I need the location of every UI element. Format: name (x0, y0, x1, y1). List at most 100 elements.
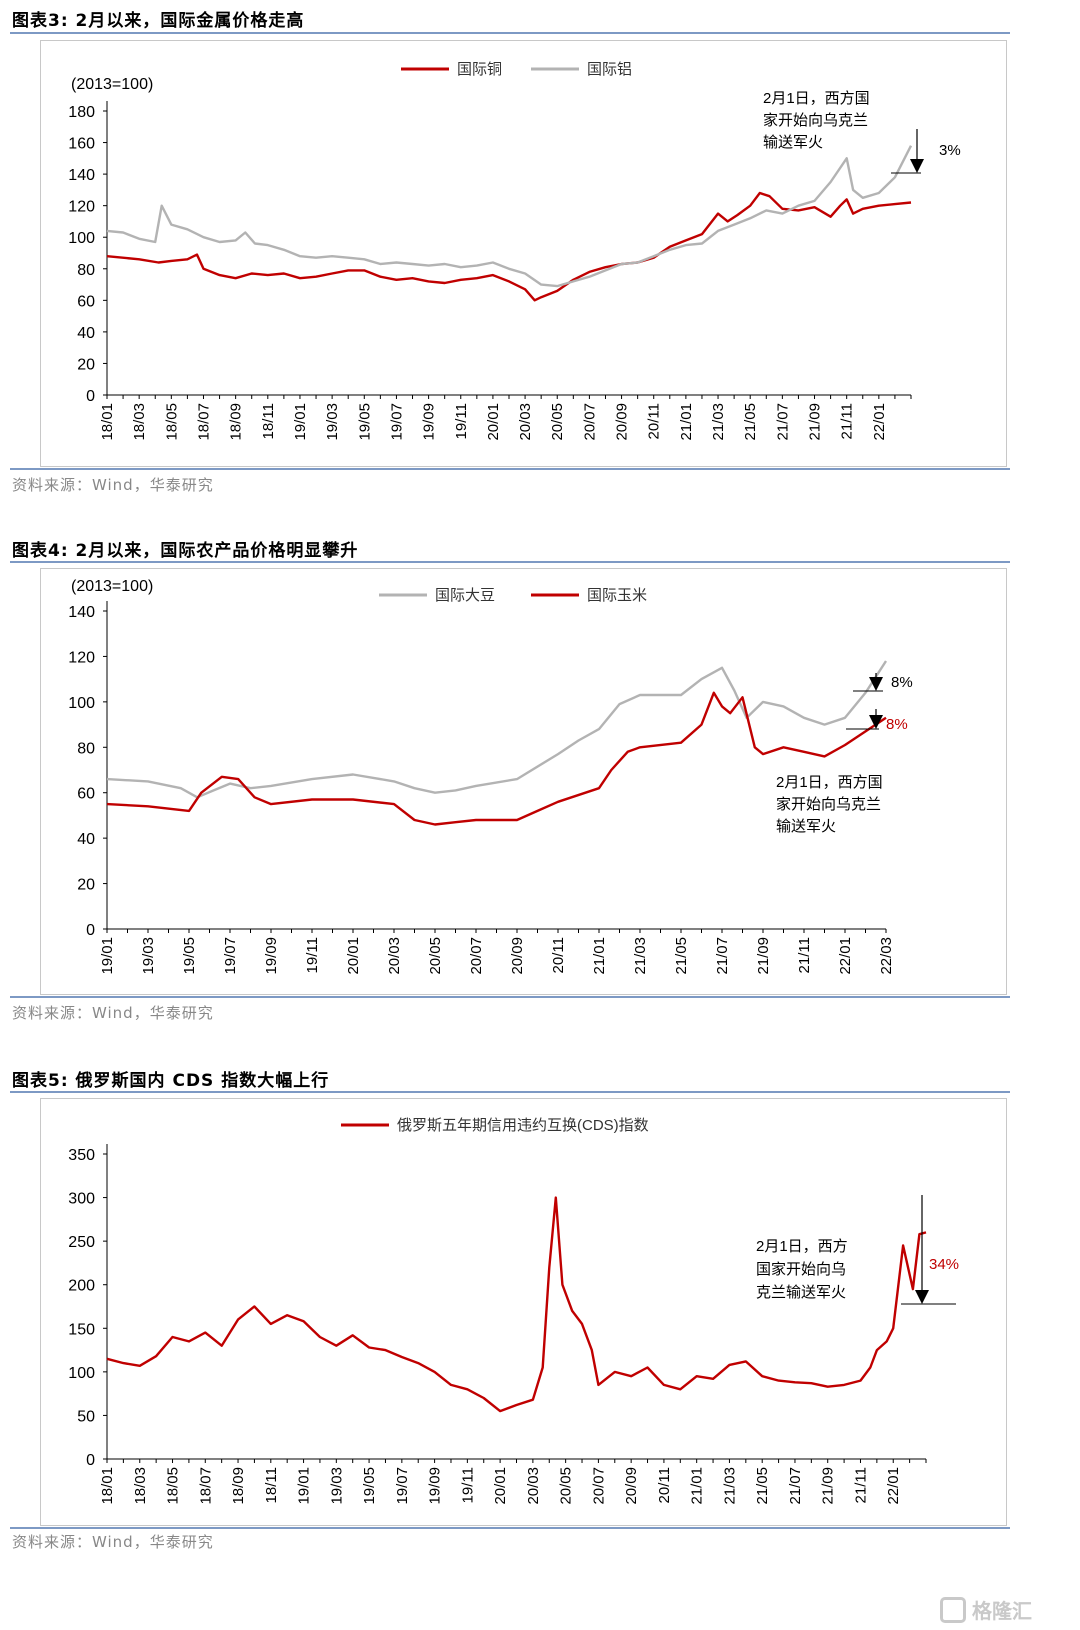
series-line (106, 191, 912, 302)
y-tick-label: 20 (77, 877, 95, 894)
x-tick-label: 20/09 (623, 1467, 640, 1505)
y-tick-label: 140 (68, 167, 95, 184)
y-tick-label: 0 (86, 1452, 95, 1469)
annotation-text: 输送军火 (763, 134, 823, 151)
x-tick-label: 21/01 (591, 937, 608, 975)
x-tick-label: 21/09 (755, 937, 772, 975)
x-tick-label: 22/01 (871, 403, 888, 441)
x-tick-label: 19/01 (292, 403, 309, 441)
x-tick-label: 19/03 (140, 937, 157, 975)
y-tick-label: 350 (68, 1147, 95, 1164)
title-rule (10, 561, 1010, 563)
y-tick-label: 60 (77, 786, 95, 803)
y-tick-label: 50 (77, 1408, 95, 1425)
x-tick-label: 21/07 (787, 1467, 804, 1505)
y-tick-label: 100 (68, 1365, 95, 1382)
y-tick-label: 100 (68, 695, 95, 712)
annotation-text: 2月1日，西方国 (763, 90, 870, 107)
y-tick-label: 200 (68, 1278, 95, 1295)
y-tick-label: 40 (77, 325, 95, 342)
x-tick-label: 21/01 (689, 1467, 706, 1505)
x-tick-label: 21/05 (742, 403, 759, 441)
x-tick-label: 19/09 (427, 1467, 444, 1505)
x-tick-label: 20/03 (525, 1467, 542, 1505)
x-tick-label: 18/03 (132, 1467, 149, 1505)
x-tick-label: 20/05 (549, 403, 566, 441)
x-tick-label: 22/01 (885, 1467, 902, 1505)
x-tick-label: 20/07 (590, 1467, 607, 1505)
y-tick-label: 140 (68, 604, 95, 621)
x-tick-label: 18/01 (99, 1467, 116, 1505)
series-line (106, 691, 887, 826)
x-tick-label: 21/01 (678, 403, 695, 441)
y-tick-label: 150 (68, 1321, 95, 1338)
x-tick-label: 20/03 (517, 403, 534, 441)
y-tick-label: 120 (68, 649, 95, 666)
y-tick-label: 0 (86, 922, 95, 939)
x-tick-label: 18/05 (163, 403, 180, 441)
x-tick-label: 22/03 (878, 937, 895, 975)
chart-frame: 0 50 100 150 200 250 300 350 18/01 18/03 18/05 18/0… (40, 1098, 1007, 1526)
x-tick-label: 21/03 (721, 1467, 738, 1505)
figure-3-title: 图表3: 2月以来，国际金属价格走高 (12, 11, 305, 31)
x-tick-label: 19/03 (328, 1467, 345, 1505)
x-tick-label: 19/09 (421, 403, 438, 441)
y-tick-label: 120 (68, 199, 95, 216)
annotation-text: 克兰输送军火 (756, 1284, 846, 1301)
x-tick-label: 19/07 (388, 403, 405, 441)
unit-label: (2013=100) (71, 76, 153, 93)
x-tick-label: 19/03 (324, 403, 341, 441)
x-tick-label: 18/01 (99, 403, 116, 441)
x-tick-label: 21/09 (807, 403, 824, 441)
x-tick-label: 19/11 (304, 937, 321, 973)
x-tick-label: 21/03 (632, 937, 649, 975)
legend-label: 国际玉米 (587, 587, 647, 604)
arrow-head-icon (910, 159, 924, 173)
figure-5-source: 资料来源：Wind，华泰研究 (12, 1533, 214, 1551)
x-tick-label: 20/09 (614, 403, 631, 441)
figure-4-title: 图表4: 2月以来，国际农产品价格明显攀升 (12, 541, 359, 561)
series-line (106, 660, 888, 799)
annotation-text: 家开始向乌克兰 (776, 796, 881, 813)
x-tick-label: 18/09 (230, 1467, 247, 1505)
x-tick-label: 20/07 (468, 937, 485, 975)
legend-label: 国际大豆 (435, 587, 495, 604)
figure-3-source: 资料来源：Wind，华泰研究 (12, 476, 214, 494)
annotation-text: 国家开始向乌 (756, 1261, 846, 1278)
annotation-text: 2月1日，西方国 (776, 774, 883, 791)
agri-price-chart: 0 20 40 60 80 100 120 140 19/01 19/03 19/05 19/07 19… (68, 578, 912, 975)
title-rule (10, 32, 1010, 34)
x-tick-label: 21/11 (839, 403, 856, 439)
watermark: 格隆汇 (940, 1595, 1032, 1624)
unit-label: (2013=100) (71, 578, 153, 595)
legend-label: 国际铝 (587, 61, 632, 78)
x-tick-label: 19/09 (263, 937, 280, 975)
x-tick-label: 19/01 (296, 1467, 313, 1505)
y-tick-label: 180 (68, 104, 95, 121)
chart-frame: 0 20 40 60 80 100 120 140 160 180 18/01 18/03 18/05 1… (40, 40, 1007, 467)
x-tick-label: 19/11 (459, 1467, 476, 1503)
annotation-text: 家开始向乌克兰 (763, 112, 868, 129)
x-tick-label: 18/03 (131, 403, 148, 441)
x-tick-label: 20/01 (485, 403, 502, 441)
x-tick-label: 21/05 (673, 937, 690, 975)
arrow-head-icon (869, 715, 883, 729)
y-tick-label: 60 (77, 293, 95, 310)
x-tick-label: 19/07 (222, 937, 239, 975)
x-tick-label: 20/05 (558, 1467, 575, 1505)
title-rule (10, 1091, 1010, 1093)
x-tick-label: 18/05 (165, 1467, 182, 1505)
source-rule (10, 1527, 1010, 1529)
series-line (106, 145, 913, 288)
pct-label: 3% (939, 142, 961, 159)
watermark-text: 格隆汇 (972, 1599, 1032, 1623)
x-tick-label: 18/09 (228, 403, 245, 441)
x-tick-label: 20/11 (656, 1467, 673, 1503)
x-tick-label: 21/11 (852, 1467, 869, 1503)
y-tick-label: 20 (77, 356, 95, 373)
x-tick-label: 19/05 (361, 1467, 378, 1505)
x-tick-label: 20/01 (345, 937, 362, 975)
annotation-text: 2月1日，西方 (756, 1238, 848, 1255)
y-tick-label: 100 (68, 230, 95, 247)
x-tick-label: 19/05 (181, 937, 198, 975)
